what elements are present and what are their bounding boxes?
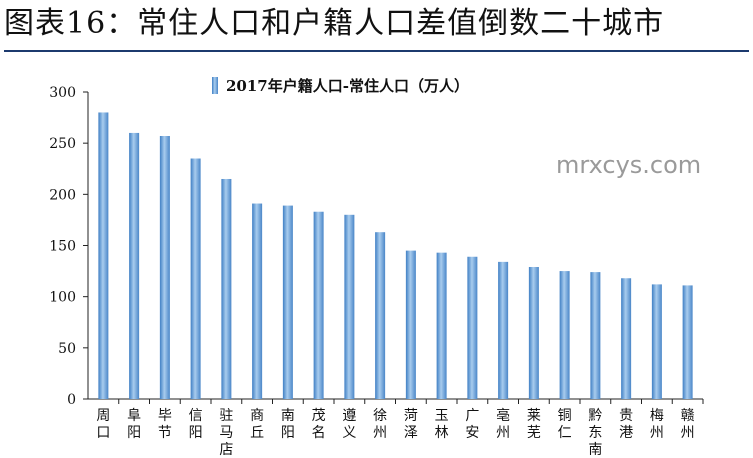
- x-tick-label: 贵港: [619, 408, 633, 441]
- y-tick-label: 50: [58, 341, 76, 357]
- y-tick-label: 0: [67, 392, 76, 408]
- chart-legend: 2017年户籍人口-常住人口（万人）: [212, 77, 469, 95]
- bar: [190, 158, 201, 399]
- x-tick-label: 亳州: [496, 407, 510, 441]
- x-tick-label: 南阳: [281, 408, 295, 441]
- bar: [313, 211, 324, 399]
- bar: [159, 136, 170, 399]
- bar: [528, 266, 539, 399]
- x-tick-label: 广安: [465, 408, 479, 441]
- x-tick-label: 遵义: [342, 407, 356, 441]
- legend-label: 2017年户籍人口-常住人口（万人）: [226, 77, 469, 95]
- bar: [98, 112, 109, 399]
- bar: [375, 232, 386, 399]
- legend-swatch: [212, 77, 218, 94]
- bar: [621, 278, 632, 399]
- x-tick-label: 毕节: [158, 408, 172, 441]
- x-tick-label: 黔东南: [588, 408, 602, 458]
- x-tick-label: 茂名: [312, 407, 326, 441]
- x-tick-label: 莱芜: [527, 408, 541, 441]
- x-tick-label: 梅州: [650, 408, 664, 441]
- bar-series: [98, 112, 693, 399]
- x-tick-label: 玉林: [435, 408, 449, 441]
- y-tick-label: 150: [49, 239, 76, 255]
- bar: [651, 284, 662, 399]
- x-tick-label: 菏泽: [404, 408, 418, 441]
- y-tick-label: 250: [49, 136, 76, 152]
- x-tick-label: 驻马店: [219, 408, 233, 458]
- bar: [682, 285, 693, 399]
- chart-title: 图表16：常住人口和户籍人口差值倒数二十城市: [4, 6, 665, 41]
- bar-chart: 2017年户籍人口-常住人口（万人） 0 50 100 150 200 250 300 周口阜…: [49, 77, 704, 458]
- x-tick-label: 信阳: [189, 408, 203, 441]
- y-tick-label: 300: [49, 85, 76, 101]
- title-divider: [4, 50, 749, 52]
- bar: [405, 250, 416, 399]
- watermark-text: mrxcys.com: [556, 151, 702, 179]
- bar: [344, 214, 355, 399]
- bar: [221, 178, 232, 399]
- x-tick-label: 赣州: [681, 408, 695, 441]
- bar: [436, 252, 447, 399]
- bar: [559, 271, 570, 399]
- bar: [590, 272, 601, 399]
- bar: [252, 203, 263, 399]
- bar: [282, 205, 293, 399]
- bar: [129, 132, 140, 399]
- bar: [467, 256, 478, 399]
- x-tick-label: 徐州: [373, 408, 387, 441]
- y-tick-label: 100: [49, 290, 76, 306]
- x-tick-label: 周口: [96, 408, 110, 441]
- x-tick-label: 铜仁: [558, 408, 572, 441]
- x-tick-label: 商丘: [250, 408, 264, 441]
- y-tick-label: 200: [49, 187, 76, 203]
- bar: [498, 261, 509, 399]
- x-tick-label: 阜阳: [127, 407, 141, 441]
